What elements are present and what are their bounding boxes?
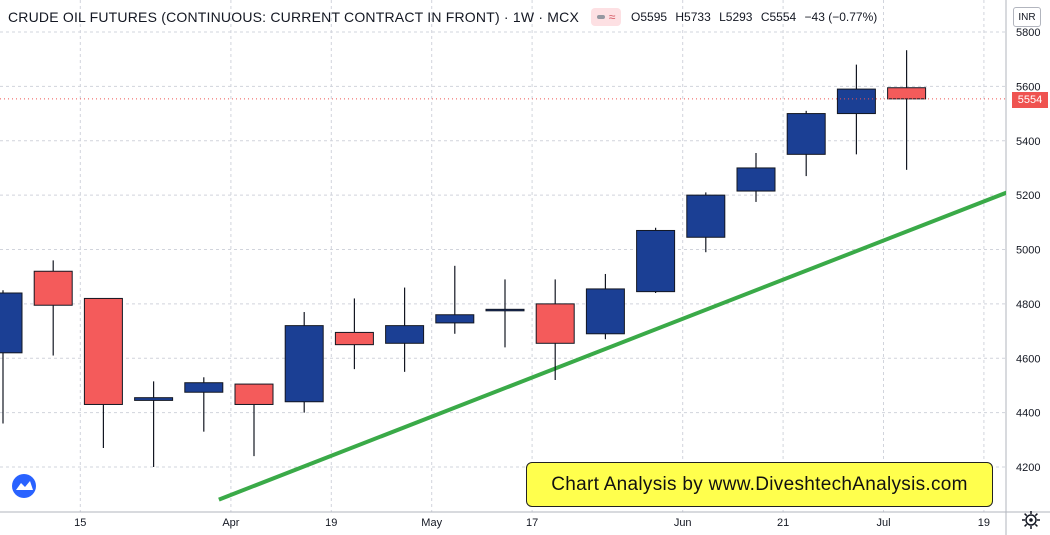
candle-body[interactable] (485, 308, 525, 312)
settings-gear-icon[interactable] (1021, 510, 1041, 530)
x-tick-label: 15 (74, 517, 86, 529)
x-tick-label: 17 (526, 517, 538, 529)
candle-body[interactable] (836, 88, 876, 115)
candle-body[interactable] (134, 397, 174, 401)
candle-body[interactable] (686, 194, 726, 238)
watermark-banner: Chart Analysis by www.DiveshtechAnalysis… (526, 462, 993, 507)
chart-header: CRUDE OIL FUTURES (CONTINUOUS: CURRENT C… (8, 7, 882, 27)
x-tick-label: Jul (876, 517, 890, 529)
y-tick-label: 4400 (1016, 408, 1040, 420)
x-tick-label: 19 (325, 517, 337, 529)
y-tick-label: 4600 (1016, 353, 1040, 365)
x-tick-label: Apr (222, 517, 239, 529)
candle-body[interactable] (334, 331, 374, 346)
trendline[interactable] (218, 190, 1007, 502)
chart-title: CRUDE OIL FUTURES (CONTINUOUS: CURRENT C… (8, 9, 580, 25)
candle-body[interactable] (83, 297, 123, 405)
candle-body[interactable] (184, 382, 224, 393)
candle-body[interactable] (0, 292, 23, 354)
candle-body[interactable] (33, 270, 73, 306)
candle-body[interactable] (736, 167, 776, 192)
candle-body[interactable] (887, 87, 927, 100)
indicator-toggle-badge[interactable]: ≈ (591, 8, 622, 26)
y-tick-label: 5400 (1016, 136, 1040, 148)
y-tick-label: 5800 (1016, 27, 1040, 39)
x-tick-label: May (421, 517, 442, 529)
open-value: O5595 (631, 10, 668, 24)
low-value: L5293 (719, 10, 753, 24)
x-tick-label: 19 (978, 517, 990, 529)
x-tick-label: Jun (674, 517, 692, 529)
change-value: −43 (−0.77%) (804, 10, 878, 24)
candle-body[interactable] (585, 288, 625, 335)
ohlc-values: O5595 H5733 L5293 C5554 −43 (−0.77%) (631, 10, 882, 24)
currency-selector[interactable]: INR (1013, 7, 1041, 27)
y-tick-label: 4200 (1016, 462, 1040, 474)
hide-icon (596, 15, 605, 19)
high-value: H5733 (675, 10, 711, 24)
x-tick-label: 21 (777, 517, 789, 529)
candle-body[interactable] (435, 314, 475, 324)
y-tick-label: 4800 (1016, 299, 1040, 311)
watermark-text: Chart Analysis by www.DiveshtechAnalysis… (551, 473, 968, 495)
last-price-marker: 5554 (1012, 92, 1048, 108)
tradingview-logo-icon[interactable] (10, 474, 38, 498)
candle-body[interactable] (786, 113, 826, 155)
candle-body[interactable] (385, 325, 425, 344)
y-tick-label: 5200 (1016, 190, 1040, 202)
candle-body[interactable] (636, 229, 676, 293)
candle-body[interactable] (284, 325, 324, 403)
close-value: C5554 (760, 10, 797, 24)
currency-label: INR (1018, 11, 1036, 23)
candle-body[interactable] (535, 303, 575, 344)
y-tick-label: 5600 (1016, 81, 1040, 93)
y-tick-label: 5000 (1016, 245, 1040, 257)
candle-body[interactable] (234, 383, 274, 405)
last-price-label: 5554 (1017, 94, 1043, 106)
